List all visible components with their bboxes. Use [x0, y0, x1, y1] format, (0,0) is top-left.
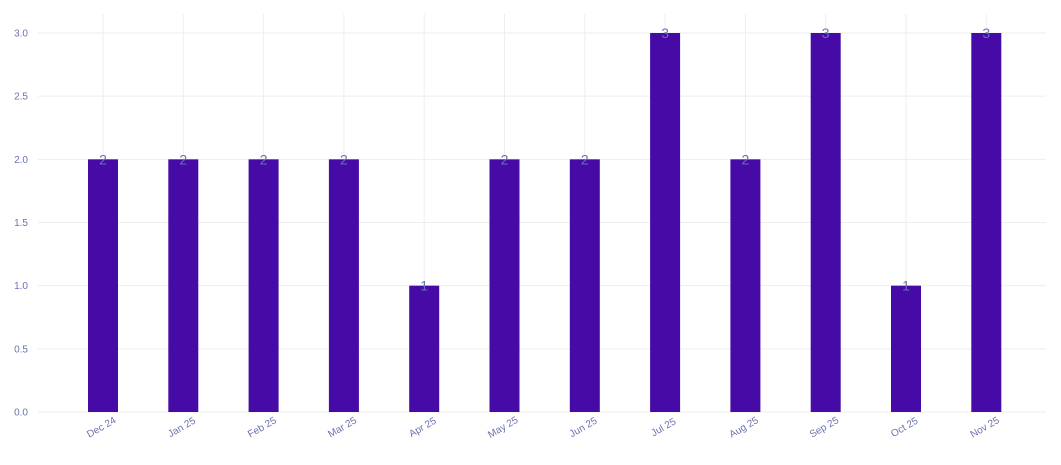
x-tick-label: Jun 25 — [568, 415, 600, 440]
y-tick-label: 2.0 — [14, 155, 28, 166]
y-tick-label: 1.5 — [14, 218, 28, 229]
y-tick-label: 0.5 — [14, 344, 28, 355]
x-tick-label: Sep 25 — [808, 415, 841, 441]
bar[interactable] — [810, 33, 841, 412]
bar-value-label: 3 — [822, 25, 830, 41]
y-axis-tick-labels: 0.0 0.5 1.0 1.5 2.0 2.5 3.0 — [14, 29, 28, 419]
x-tick-label: Jan 25 — [166, 415, 198, 440]
x-tick-label: Oct 25 — [889, 415, 920, 439]
bar[interactable] — [730, 159, 761, 412]
bar-value-label: 3 — [661, 25, 669, 41]
bar-value-label: 2 — [501, 151, 509, 167]
bar[interactable] — [650, 33, 681, 412]
x-axis-tick-labels: Dec 24 Jan 25 Feb 25 Mar 25 Apr 25 May 25 Jun … — [85, 415, 1002, 441]
bar[interactable] — [328, 159, 359, 412]
bar-value-label: 2 — [340, 151, 348, 167]
bar-value-label: 2 — [581, 151, 589, 167]
bar-value-label: 2 — [99, 151, 107, 167]
bar[interactable] — [971, 33, 1002, 412]
bar-value-label: 1 — [902, 278, 910, 294]
bar[interactable] — [88, 159, 118, 412]
bar-value-label: 1 — [420, 278, 428, 294]
x-tick-label: May 25 — [486, 415, 520, 441]
y-tick-label: 2.5 — [14, 92, 28, 103]
x-tick-label: Jul 25 — [650, 416, 679, 439]
bar[interactable] — [891, 285, 921, 412]
bar[interactable] — [248, 159, 279, 412]
x-tick-label: Aug 25 — [728, 415, 761, 441]
x-tick-label: Apr 25 — [407, 415, 438, 439]
bar[interactable] — [489, 159, 520, 412]
bars — [88, 33, 1002, 412]
y-tick-label: 0.0 — [14, 408, 28, 419]
bar[interactable] — [569, 159, 600, 412]
bar-value-label: 2 — [179, 151, 187, 167]
x-tick-label: Nov 25 — [969, 415, 1002, 441]
bar-value-label: 2 — [260, 151, 268, 167]
bar-value-label: 3 — [982, 25, 990, 41]
x-tick-label: Mar 25 — [326, 415, 359, 440]
x-tick-label: Dec 24 — [85, 415, 118, 441]
y-tick-label: 3.0 — [14, 29, 28, 40]
bar-value-label: 2 — [742, 151, 750, 167]
bar[interactable] — [409, 285, 440, 412]
data-labels: 2 2 2 2 1 2 2 3 2 3 1 3 — [99, 25, 990, 294]
x-tick-label: Feb 25 — [246, 415, 279, 440]
y-tick-label: 1.0 — [14, 281, 28, 292]
bar[interactable] — [168, 159, 199, 412]
